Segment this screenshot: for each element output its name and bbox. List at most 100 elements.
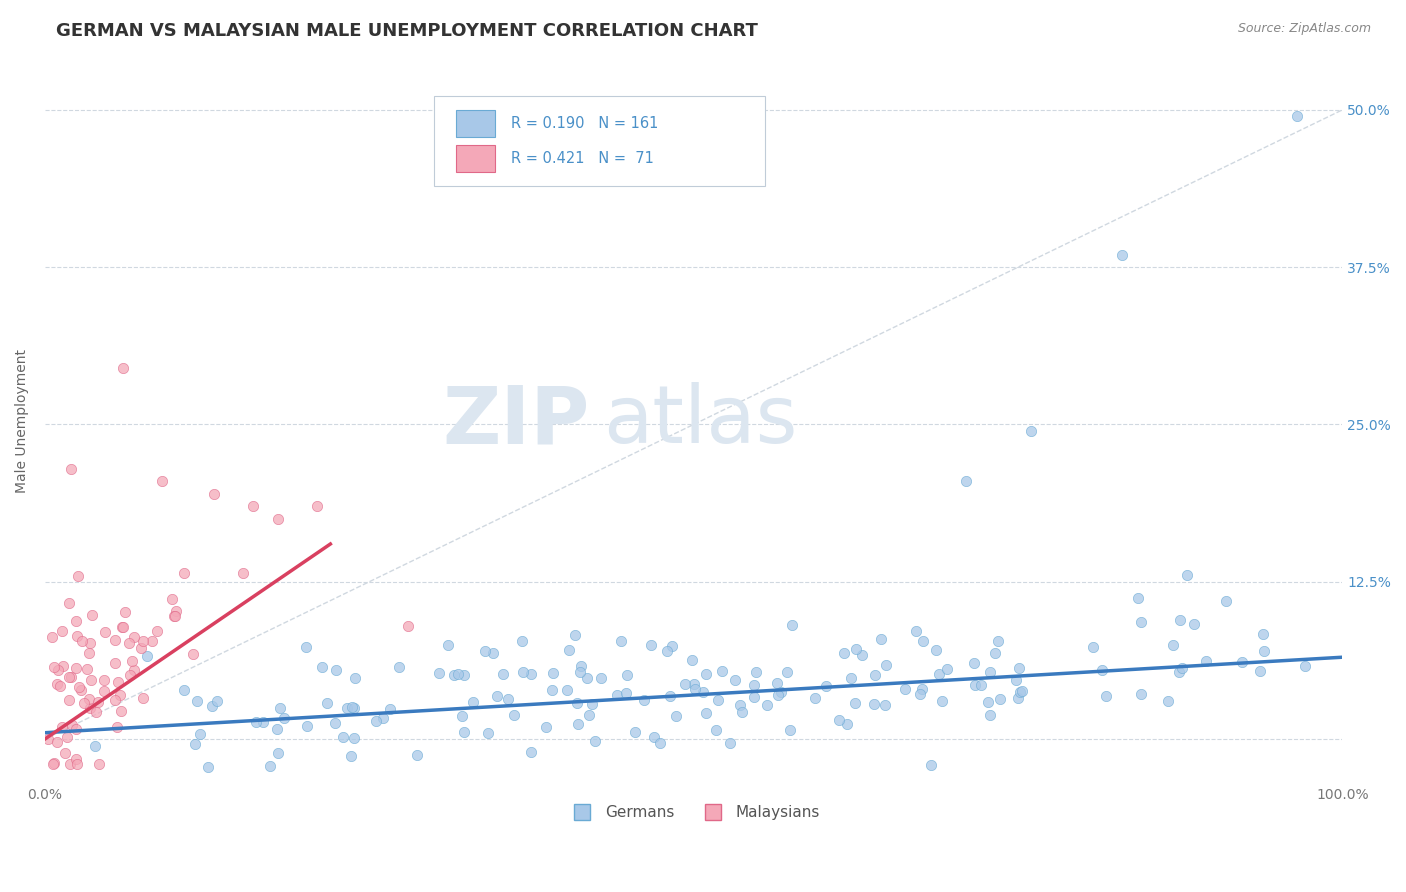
Point	[56, 730, 79, 744]
Point	[695, 706, 717, 721]
Point	[65, 661, 87, 675]
Point	[72, 634, 94, 648]
Point	[366, 714, 388, 728]
Point	[197, 760, 219, 774]
Point	[79, 673, 101, 687]
Point	[49, 679, 72, 693]
Point	[132, 633, 155, 648]
Point	[564, 628, 586, 642]
Point	[1215, 593, 1237, 607]
Point	[589, 671, 612, 685]
Point	[1285, 109, 1308, 123]
Point	[252, 714, 274, 729]
Point	[1010, 684, 1032, 698]
Point	[111, 360, 134, 375]
Point	[336, 701, 359, 715]
Point	[311, 660, 333, 674]
Point	[558, 643, 581, 657]
Point	[340, 700, 363, 714]
Point	[963, 656, 986, 670]
Point	[388, 660, 411, 674]
Point	[780, 617, 803, 632]
Point	[340, 748, 363, 763]
Point	[66, 630, 89, 644]
Point	[1251, 627, 1274, 641]
Point	[46, 663, 69, 677]
Point	[633, 693, 655, 707]
Point	[42, 756, 65, 770]
Point	[325, 663, 347, 677]
Point	[295, 719, 318, 733]
Point	[118, 636, 141, 650]
Point	[606, 688, 628, 702]
Point	[1019, 424, 1042, 438]
Point	[173, 683, 195, 698]
Point	[93, 673, 115, 687]
Point	[1008, 660, 1031, 674]
Point	[575, 671, 598, 685]
Point	[76, 662, 98, 676]
Point	[963, 678, 986, 692]
Point	[648, 736, 671, 750]
Point	[935, 662, 957, 676]
Point	[181, 647, 204, 661]
Point	[60, 718, 83, 732]
FancyBboxPatch shape	[456, 145, 495, 172]
Point	[1011, 683, 1033, 698]
Point	[1168, 665, 1191, 680]
Point	[104, 692, 127, 706]
Point	[643, 730, 665, 744]
Point	[110, 688, 132, 702]
Point	[79, 700, 101, 714]
Point	[129, 641, 152, 656]
Point	[1249, 664, 1271, 678]
Point	[869, 632, 891, 646]
Point	[201, 699, 224, 714]
Point	[73, 696, 96, 710]
Text: Source: ZipAtlas.com: Source: ZipAtlas.com	[1237, 22, 1371, 36]
Point	[844, 696, 866, 710]
Point	[163, 608, 186, 623]
Point	[1091, 664, 1114, 678]
Point	[568, 665, 591, 679]
Point	[396, 619, 419, 633]
Point	[165, 604, 187, 618]
Point	[183, 737, 205, 751]
Point	[742, 678, 765, 692]
Point	[711, 664, 734, 678]
Point	[1157, 694, 1180, 708]
Point	[912, 634, 935, 648]
Point	[728, 698, 751, 712]
Point	[132, 691, 155, 706]
Point	[931, 694, 953, 708]
Point	[779, 723, 801, 738]
Point	[832, 646, 855, 660]
Point	[107, 674, 129, 689]
Point	[58, 596, 80, 610]
Point	[1163, 638, 1185, 652]
Point	[84, 705, 107, 719]
Point	[720, 736, 742, 750]
Point	[245, 715, 267, 730]
Point	[104, 656, 127, 670]
Point	[42, 660, 65, 674]
Point	[343, 731, 366, 745]
Point	[979, 665, 1001, 680]
Point	[146, 624, 169, 638]
Point	[269, 700, 291, 714]
Point	[1130, 687, 1153, 701]
Point	[453, 725, 475, 739]
Point	[202, 486, 225, 500]
Point	[242, 500, 264, 514]
Point	[695, 666, 717, 681]
Point	[905, 624, 928, 639]
Point	[77, 692, 100, 706]
Point	[742, 690, 765, 705]
Point	[105, 720, 128, 734]
Point	[503, 707, 526, 722]
Legend: Germans, Malaysians: Germans, Malaysians	[561, 799, 827, 826]
Point	[371, 711, 394, 725]
Point	[661, 639, 683, 653]
Point	[447, 667, 470, 681]
Point	[135, 648, 157, 663]
